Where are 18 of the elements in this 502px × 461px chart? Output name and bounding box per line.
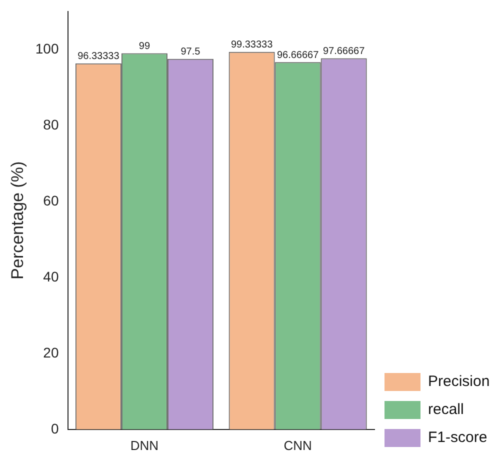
data-label: 97.5 — [180, 46, 201, 58]
x-tick-label: CNN — [284, 438, 312, 453]
y-tick-label: 100 — [35, 40, 59, 56]
y-tick-label: 60 — [43, 192, 59, 208]
data-label: 99.33333 — [230, 40, 274, 51]
legend-label: Precision — [428, 373, 490, 390]
data-label: 97.66667 — [322, 46, 366, 58]
y-tick-label: 80 — [43, 116, 59, 132]
legend-label: recall — [428, 401, 464, 418]
legend-label: F1-score — [428, 429, 488, 446]
y-tick-label: 20 — [43, 344, 59, 360]
x-tick-label: DNN — [130, 438, 159, 453]
y-tick-label: 40 — [43, 268, 59, 284]
data-label: 96.33333 — [78, 51, 120, 62]
y-axis-title: Percentage (%) — [8, 161, 27, 280]
y-tick-label: 0 — [50, 420, 59, 436]
data-label: 96.66667 — [276, 50, 320, 61]
data-label: 99 — [138, 40, 150, 52]
